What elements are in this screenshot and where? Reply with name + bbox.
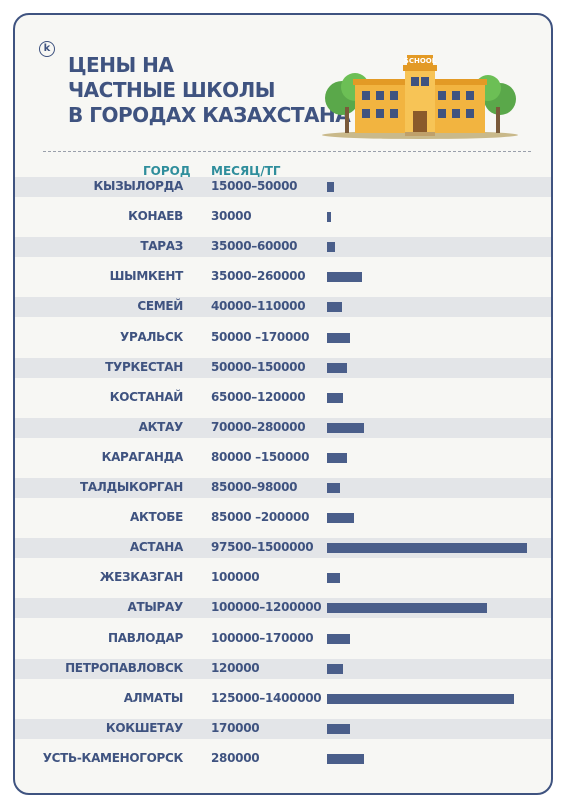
brand-logo: k [39,41,55,57]
price-bar [327,362,347,373]
price-label: 100000–1200000 [211,600,322,615]
price-bar [327,513,354,524]
table-row: ТАЛДЫКОРГАН 85000–98000 [15,478,551,498]
table-row: ЖЕЗКАЗГАН 100000 [15,568,551,588]
price-bar [327,693,514,704]
title-line: В ГОРОДАХ КАЗАХСТАНА [68,103,351,127]
price-bar [327,392,343,403]
city-label: ЖЕЗКАЗГАН [99,570,184,585]
table-row: УСТЬ-КАМЕНОГОРСК 280000 [15,749,551,769]
school-building-illustration: SCHOOL [322,55,518,139]
price-label: 50000 –170000 [211,329,310,344]
table-row: ТУРКЕСТАН 50000–150000 [15,357,551,378]
price-label: 65000–120000 [211,389,306,404]
table-row: АСТАНА 97500–1500000 [15,538,551,559]
city-label: КАРАГАНДА [101,449,184,464]
price-bar [327,302,342,313]
table-row: АКТАУ 70000–280000 [15,417,551,438]
city-label: КОКШЕТАУ [105,720,183,735]
school-sign: SCHOOL [404,57,437,65]
city-label: АКТОБЕ [129,510,183,525]
price-bar [327,543,527,554]
table-row: КОНАЕВ 30000 [15,207,551,227]
price-label: 80000 –150000 [211,449,310,464]
price-bar [327,212,331,223]
price-bar [327,452,347,463]
table-row: ТАРАЗ 35000–60000 [15,237,551,258]
table-row: АТЫРАУ 100000–1200000 [15,598,551,619]
price-bar [327,483,341,493]
price-chart: КЫЗЫЛОРДА 15000–50000 КОНАЕВ 30000 ТАРАЗ 3500… [15,15,551,793]
column-header-month-price: МЕСЯЦ/ТГ [211,164,281,178]
city-label: ПАВЛОДАР [107,630,183,645]
table-row: КАРАГАНДА 80000 –150000 [15,448,551,468]
infographic-frame: k ЦЕНЫ НА ЧАСТНЫЕ ШКОЛЫ В ГОРОДАХ КАЗАХС… [13,13,553,795]
table-row: СЕМЕЙ 40000–110000 [15,297,551,318]
table-row: ШЫМКЕНТ 35000–260000 [15,267,551,287]
price-label: 97500–1500000 [211,540,314,555]
price-bar [327,603,487,614]
table-row: КОСТАНАЙ 65000–120000 [15,388,551,408]
city-label: ШЫМКЕНТ [109,269,184,284]
city-label: ТАРАЗ [140,239,183,254]
price-label: 120000 [211,660,260,675]
city-label: ПЕТРОПАВЛОВСК [65,660,183,675]
price-label: 70000–280000 [211,419,306,434]
page-title: ЦЕНЫ НА ЧАСТНЫЕ ШКОЛЫ В ГОРОДАХ КАЗАХСТА… [68,53,351,128]
price-label: 35000–60000 [211,239,298,254]
price-bar [327,242,335,253]
city-label: КОНАЕВ [128,209,183,224]
price-label: 40000–110000 [211,299,306,314]
city-label: СЕМЕЙ [137,299,183,314]
city-label: ТУРКЕСТАН [105,359,183,374]
price-label: 15000–50000 [211,179,298,193]
city-label: ТАЛДЫКОРГАН [79,480,183,494]
price-label: 85000–98000 [211,480,298,494]
price-label: 50000–150000 [211,359,306,374]
title-line: ЦЕНЫ НА [68,53,174,77]
price-bar [327,753,365,764]
city-label: АЛМАТЫ [123,690,184,705]
city-label: АТЫРАУ [127,600,184,615]
table-row: АКТОБЕ 85000 –200000 [15,508,551,528]
price-label: 35000–260000 [211,269,306,284]
price-bar [327,422,365,433]
city-label: КЫЗЫЛОРДА [93,179,184,193]
price-bar [327,573,341,584]
table-row: ПАВЛОДАР 100000–170000 [15,629,551,649]
table-row: УРАЛЬСК 50000 –170000 [15,328,551,348]
column-header-city: ГОРОД [143,164,191,178]
price-bar [327,723,350,734]
city-label: УРАЛЬСК [120,329,183,344]
city-label: АСТАНА [129,540,183,555]
price-bar [327,182,334,192]
price-bar [327,633,350,644]
table-row: КОКШЕТАУ 170000 [15,718,551,739]
price-label: 30000 [211,209,252,224]
title-line: ЧАСТНЫЕ ШКОЛЫ [68,78,275,102]
price-bar [327,272,362,283]
city-label: УСТЬ-КАМЕНОГОРСК [42,750,184,765]
table-row: ПЕТРОПАВЛОВСК 120000 [15,658,551,679]
price-label: 125000–1400000 [211,690,322,705]
table-row: АЛМАТЫ 125000–1400000 [15,689,551,709]
price-bar [327,663,343,674]
price-label: 85000 –200000 [211,510,310,525]
price-label: 280000 [211,750,260,765]
city-label: КОСТАНАЙ [109,389,184,404]
city-label: АКТАУ [138,419,184,434]
table-row: КЫЗЫЛОРДА 15000–50000 [15,177,551,197]
price-label: 100000–170000 [211,630,314,645]
price-bar [327,332,350,343]
header-divider [43,151,531,152]
price-label: 170000 [211,720,260,735]
price-label: 100000 [211,570,260,585]
